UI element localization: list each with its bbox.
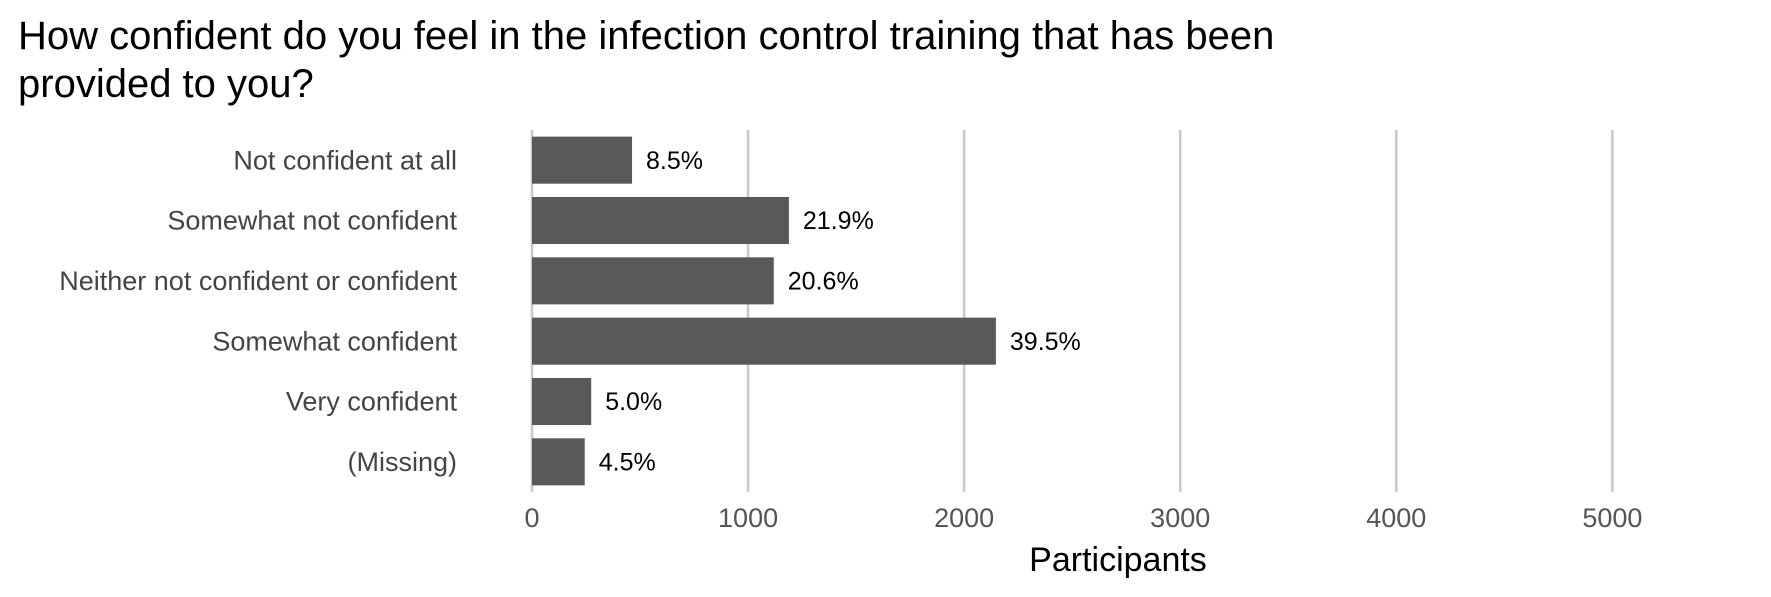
bar-label: 5.0% — [605, 388, 662, 416]
x-tick-label: 3000 — [1150, 503, 1210, 533]
bar — [532, 438, 585, 486]
x-axis-title: Participants — [1029, 541, 1207, 579]
x-tick-label: 1000 — [718, 503, 778, 533]
bar — [532, 136, 633, 184]
y-tick-label: Somewhat not confident — [167, 206, 457, 236]
x-tick-label: 5000 — [1582, 503, 1642, 533]
y-tick-label: Somewhat confident — [212, 326, 457, 356]
y-tick-label: Neither not confident or confident — [59, 266, 457, 296]
y-tick-label: Not confident at all — [233, 145, 457, 175]
x-tick-label: 2000 — [934, 503, 994, 533]
bar-label: 39.5% — [1010, 328, 1081, 356]
bar-label: 21.9% — [803, 207, 874, 235]
bar-label: 8.5% — [646, 147, 703, 175]
bar — [532, 317, 996, 365]
bar — [532, 257, 774, 305]
bar — [532, 377, 592, 426]
y-tick-label: Very confident — [286, 387, 458, 417]
y-tick-label: (Missing) — [347, 447, 457, 477]
x-tick-label: 0 — [524, 503, 539, 533]
bar-label: 4.5% — [599, 448, 656, 476]
chart-title: How confident do you feel in the infecti… — [18, 14, 1275, 106]
x-tick-label: 4000 — [1366, 503, 1426, 533]
bar-label: 20.6% — [788, 267, 859, 295]
bar — [532, 196, 789, 245]
